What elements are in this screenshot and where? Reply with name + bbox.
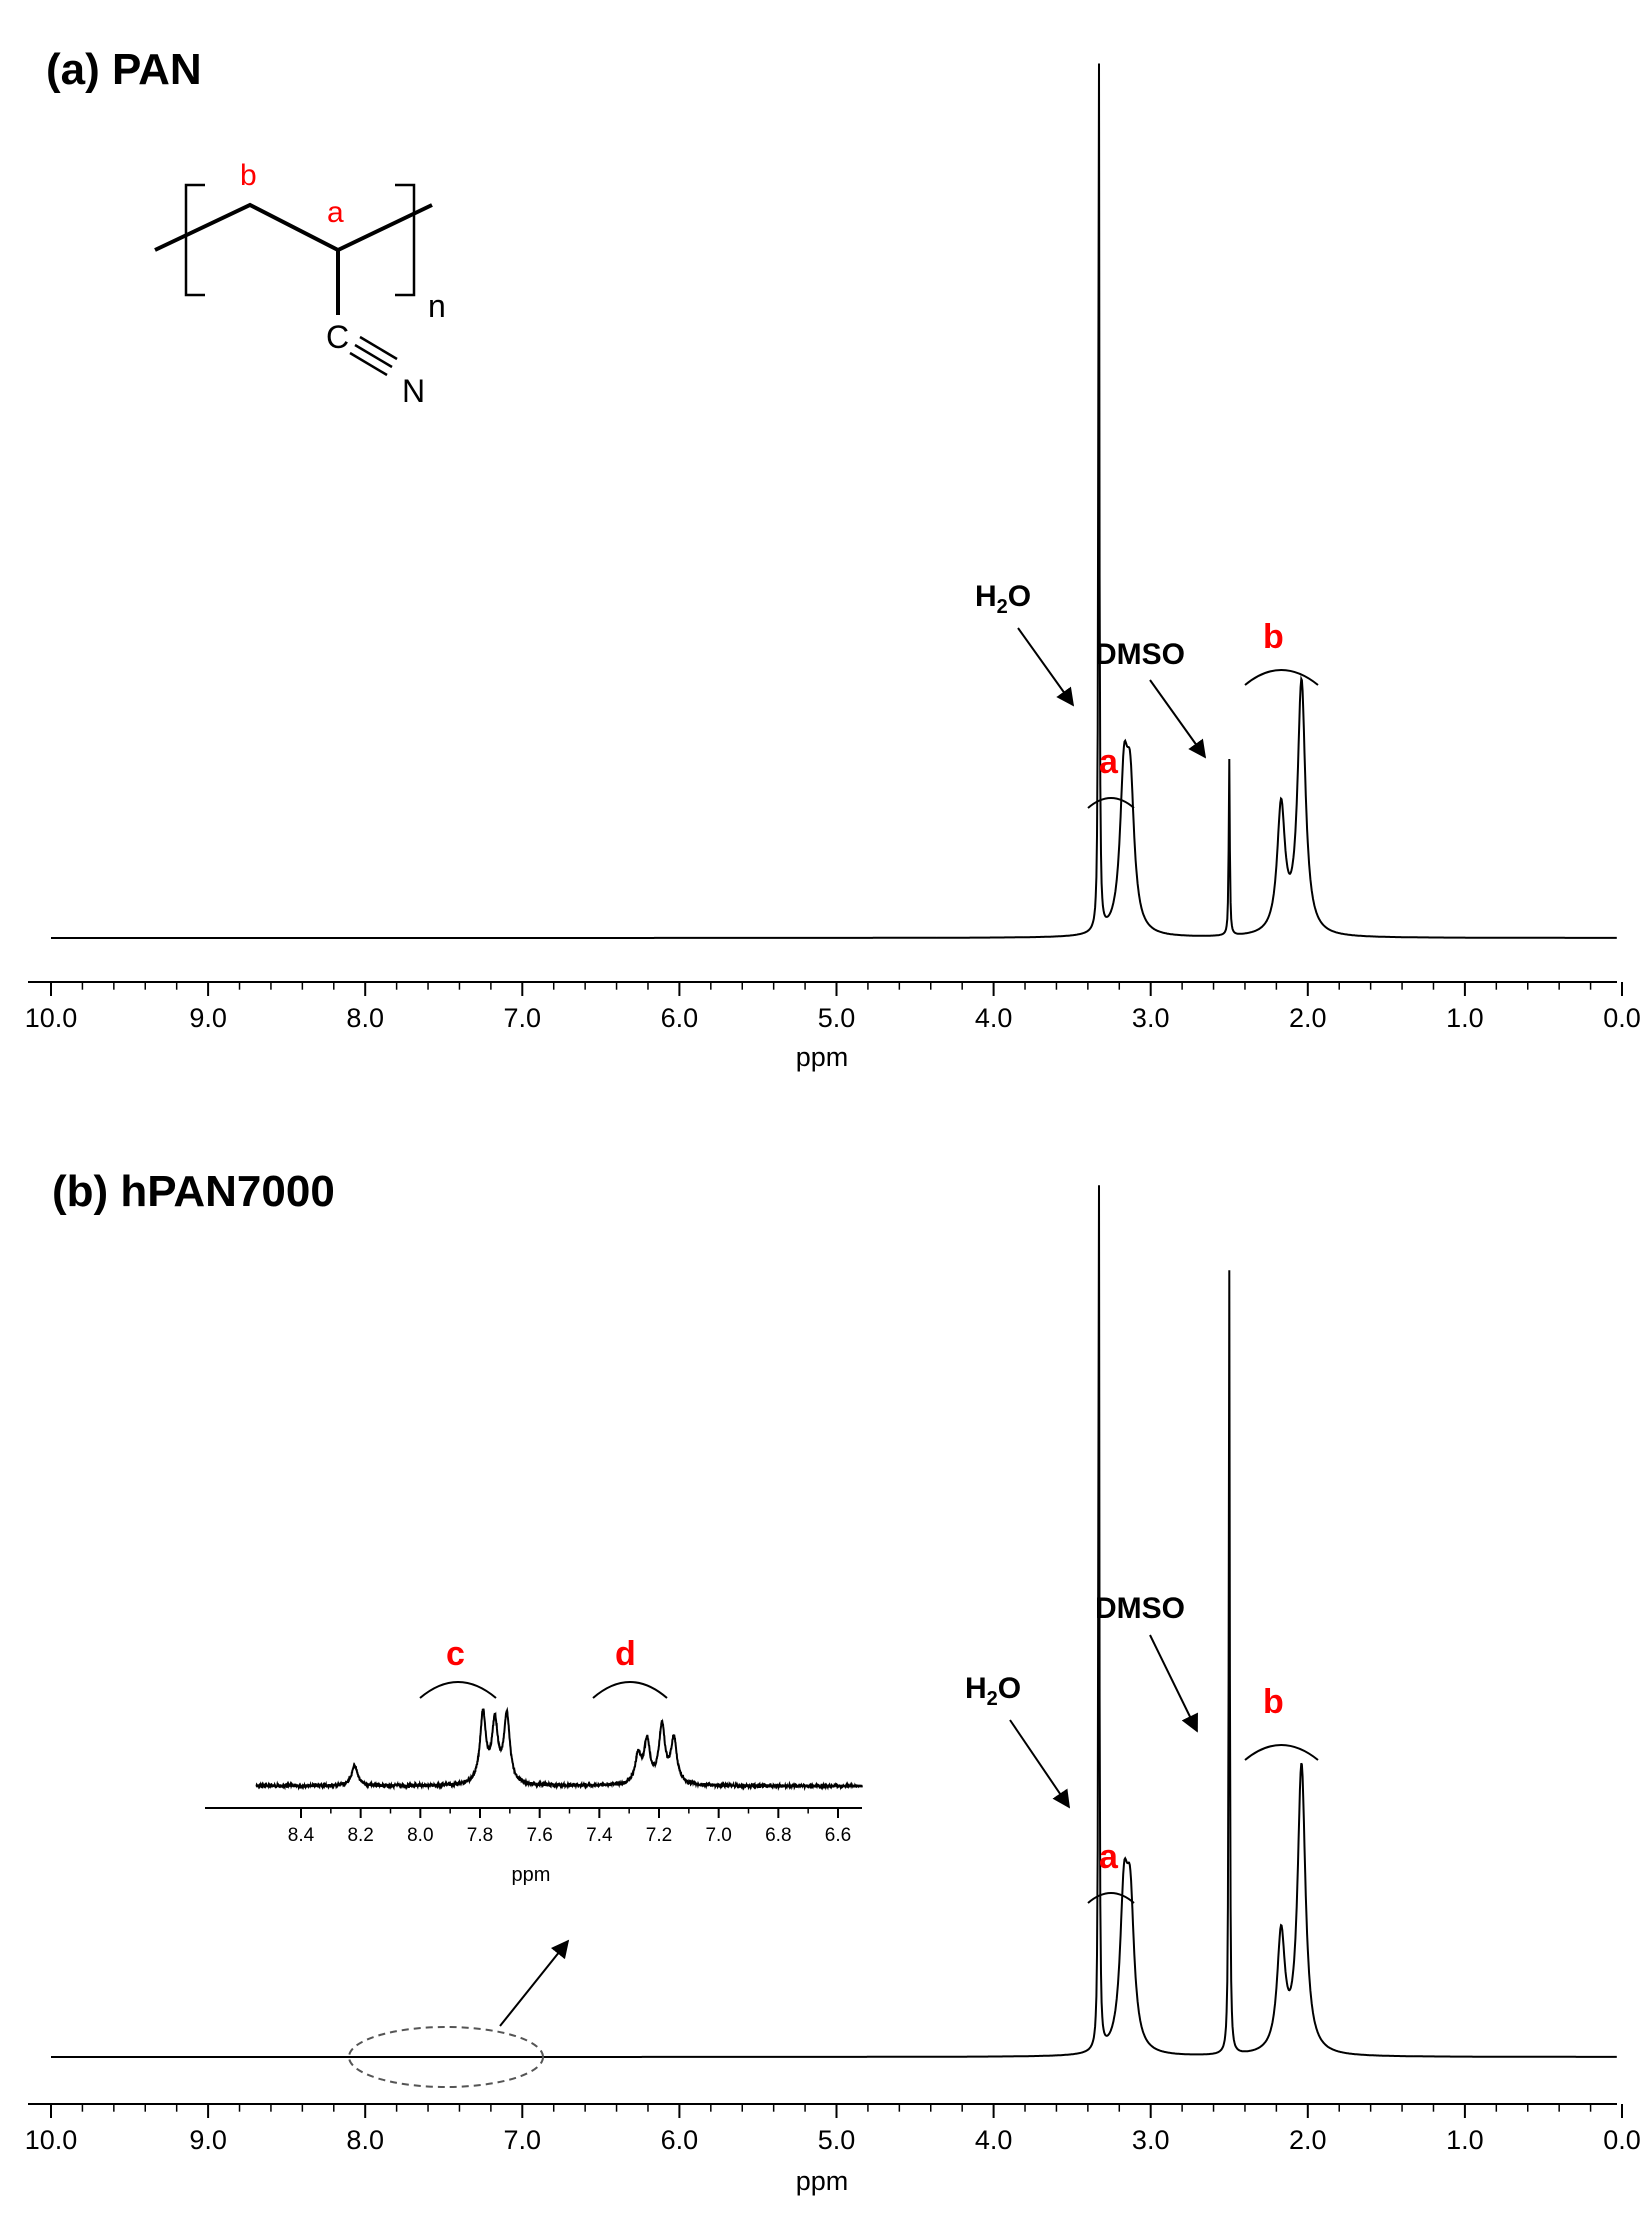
panel-b-tick-label: 2.0 xyxy=(1289,2125,1327,2155)
x-axis-title-b: ppm xyxy=(796,2166,849,2196)
annotation-c: c xyxy=(446,1635,465,1673)
panel-b-tick-label: 3.0 xyxy=(1132,2125,1170,2155)
bracket-a-a xyxy=(1087,797,1135,809)
annotation-h2o-b: H2O xyxy=(965,1672,1021,1710)
inset-tick-label: 8.4 xyxy=(288,1825,315,1846)
x-axis-a: 10.0 9.0 8.0 7.0 6.0 5.0 4.0 3.0 2.0 1.0 0.0 xyxy=(25,981,1641,1033)
zoom-region-ellipse xyxy=(348,2026,544,2088)
panel-a-tick-label: 9.0 xyxy=(189,1003,227,1033)
panel-a-tick-label: 8.0 xyxy=(346,1003,384,1033)
panel-a-tick-label: 2.0 xyxy=(1289,1003,1327,1033)
structure-bracket-right xyxy=(395,183,416,297)
inset-tick-label: 7.6 xyxy=(526,1825,552,1846)
spectrum-line-b xyxy=(51,1185,1617,2058)
inset-x-axis-title: ppm xyxy=(512,1864,551,1886)
panel-a-tick-label: 6.0 xyxy=(661,1003,699,1033)
panel-a-tick-label: 3.0 xyxy=(1132,1003,1170,1033)
panel-a-tick-label: 4.0 xyxy=(975,1003,1013,1033)
x-axis-b: 10.0 9.0 8.0 7.0 6.0 5.0 4.0 3.0 2.0 1.0 0.0 xyxy=(25,2103,1641,2155)
panel-a: (a) PAN b a C N n 10.0 9.0 8.0 7.0 6.0 5.0 4.0… xyxy=(25,45,1641,1072)
inset-tick-label: 7.2 xyxy=(646,1825,672,1846)
pan-structure xyxy=(154,183,433,377)
bracket-c xyxy=(419,1681,497,1699)
structure-label-a: a xyxy=(327,196,344,229)
annotation-b-b: b xyxy=(1263,1683,1284,1721)
inset-tick-label: 7.4 xyxy=(586,1825,613,1846)
bracket-d xyxy=(592,1681,668,1699)
inset-tick-label: 7.0 xyxy=(705,1825,731,1846)
arrow-h2o-b xyxy=(1009,1719,1071,1809)
inset-spectrum-line xyxy=(255,1706,863,1792)
annotation-b-a: b xyxy=(1263,618,1284,656)
zoom-arrow xyxy=(499,1939,570,2027)
annotation-d: d xyxy=(615,1635,636,1673)
structure-label-b: b xyxy=(240,159,257,192)
annotation-dmso-a: DMSO xyxy=(1095,638,1185,671)
structure-label-subscript-n: n xyxy=(428,288,446,324)
panel-b-tick-label: 7.0 xyxy=(504,2125,542,2155)
panel-b-tick-label: 5.0 xyxy=(818,2125,856,2155)
structure-triple-bond-2 xyxy=(359,335,398,361)
structure-bracket-left xyxy=(184,183,205,297)
panel-b-tick-label: 8.0 xyxy=(346,2125,384,2155)
panel-b-tick-label: 1.0 xyxy=(1446,2125,1484,2155)
bracket-b-b xyxy=(1244,1744,1319,1761)
panel-b-tick-label: 0.0 xyxy=(1603,2125,1641,2155)
arrow-dmso-a xyxy=(1149,679,1207,759)
inset-x-axis: 8.4 8.2 8.0 7.8 7.6 7.4 7.2 7.0 6.8 6.6 xyxy=(205,1807,862,1846)
structure-triple-bond-3 xyxy=(349,351,388,377)
bracket-b-a xyxy=(1244,669,1319,686)
annotation-a-a: a xyxy=(1099,743,1119,781)
annotation-h2o-a: H2O xyxy=(975,580,1031,618)
panel-b-tick-label: 4.0 xyxy=(975,2125,1013,2155)
annotation-a-b: a xyxy=(1099,1838,1119,1876)
spectrum-line-a xyxy=(51,63,1617,939)
inset-tick-label: 6.8 xyxy=(765,1825,791,1846)
panel-b-tick-label: 6.0 xyxy=(661,2125,699,2155)
inset-chart: 8.4 8.2 8.0 7.8 7.6 7.4 7.2 7.0 6.8 6.6 ppm c d xyxy=(205,1635,863,1886)
inset-tick-label: 7.8 xyxy=(467,1825,493,1846)
panel-a-tick-label: 1.0 xyxy=(1446,1003,1484,1033)
panel-b-tick-label: 10.0 xyxy=(25,2125,78,2155)
x-axis-title-a: ppm xyxy=(796,1042,849,1072)
panel-b: (b) hPAN7000 10.0 9.0 8.0 7.0 6.0 5.0 4.0 3.0 2.… xyxy=(25,1167,1641,2196)
structure-triple-bond-1 xyxy=(354,343,393,369)
structure-label-n: N xyxy=(402,373,425,409)
annotation-dmso-b: DMSO xyxy=(1095,1592,1185,1625)
panel-a-tick-label: 10.0 xyxy=(25,1003,78,1033)
arrow-h2o-a xyxy=(1017,627,1075,707)
inset-tick-label: 6.6 xyxy=(825,1825,851,1846)
structure-backbone xyxy=(154,202,433,253)
inset-tick-label: 8.0 xyxy=(407,1825,433,1846)
bracket-a-b xyxy=(1087,1892,1135,1904)
panel-a-title: (a) PAN xyxy=(46,45,202,94)
inset-tick-label: 8.2 xyxy=(347,1825,373,1846)
panel-a-tick-label: 7.0 xyxy=(504,1003,542,1033)
arrow-dmso-b xyxy=(1149,1634,1198,1733)
panel-a-tick-label: 0.0 xyxy=(1603,1003,1641,1033)
panel-b-tick-label: 9.0 xyxy=(189,2125,227,2155)
panel-a-tick-label: 5.0 xyxy=(818,1003,856,1033)
structure-label-c: C xyxy=(326,319,349,355)
panel-b-title: (b) hPAN7000 xyxy=(52,1167,335,1216)
